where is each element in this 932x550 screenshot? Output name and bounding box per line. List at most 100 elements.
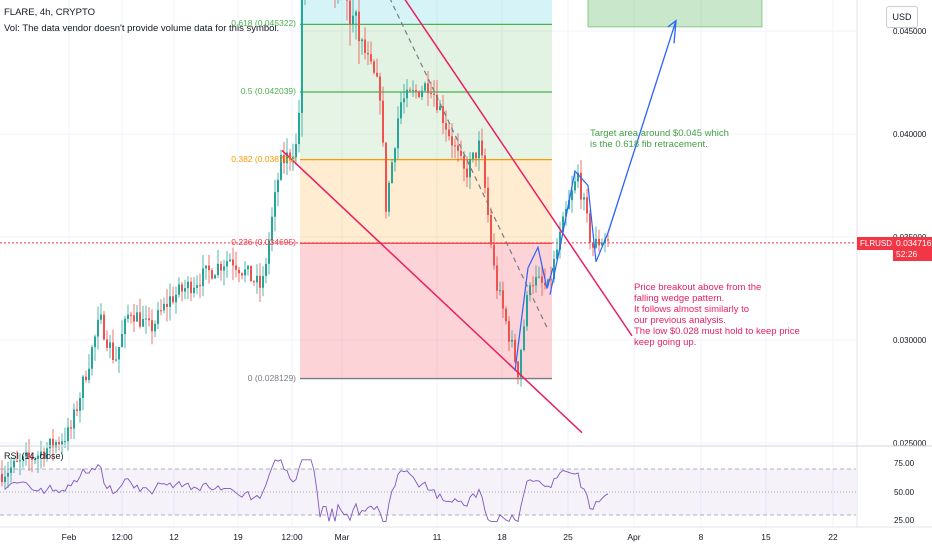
pattern-zigzag (514, 245, 554, 371)
candle-body (541, 276, 543, 283)
candle-body (562, 216, 564, 232)
candle-body (268, 240, 270, 264)
candle-body (88, 368, 90, 381)
candle-body (364, 39, 366, 54)
candle-body (382, 100, 384, 143)
time-tick-label: 18 (497, 532, 507, 542)
candle-body (178, 284, 180, 295)
candle-body (70, 427, 72, 429)
candle-body (433, 93, 435, 95)
bar-countdown: 52:26 (896, 248, 918, 259)
candle-body (517, 361, 519, 378)
candle-body (142, 319, 144, 327)
candle-body (1, 473, 3, 483)
candle-body (448, 129, 450, 137)
candle-body (202, 268, 204, 287)
candle-body (598, 238, 600, 246)
candle-body (172, 296, 174, 303)
candle-body (223, 266, 225, 271)
candle-body (76, 409, 78, 411)
candle-body (511, 339, 513, 342)
candle-body (601, 242, 603, 246)
candle-body (73, 409, 75, 429)
candle-body (127, 314, 129, 319)
candle-body (91, 347, 93, 369)
candle-body (355, 11, 357, 16)
candle-body (28, 452, 30, 458)
dashed-trendline (389, 0, 549, 330)
time-tick-label: Feb (62, 532, 77, 542)
fib-zone (300, 91, 552, 160)
candle-body (565, 208, 567, 217)
candle-body (46, 448, 48, 459)
candle-body (403, 98, 405, 103)
candle-body (13, 460, 15, 468)
rsi-indicator-label[interactable]: RSI (14, close) (4, 451, 64, 461)
candle-body (109, 342, 111, 348)
candle-body (520, 350, 522, 378)
symbol-title[interactable]: FLARE, 4h, CRYPTO (4, 7, 95, 18)
candle-body (301, 0, 303, 113)
time-tick-label: 8 (699, 532, 704, 542)
candle-body (529, 285, 531, 296)
candle-body (94, 336, 96, 348)
price-axis-bg (857, 0, 932, 527)
rsi-tick-label: 75.00 (894, 459, 915, 468)
candle-body (514, 339, 516, 362)
candle-body (430, 93, 432, 95)
candle-body (361, 39, 363, 42)
wedge-upper-line (404, 0, 633, 337)
candle-body (31, 457, 33, 460)
time-tick-label: 15 (761, 532, 771, 542)
candle-body (55, 442, 57, 448)
candle-body (160, 310, 162, 312)
time-tick-label: 12:00 (111, 532, 133, 542)
price-tick-label: 0.030000 (893, 336, 927, 345)
candle-body (424, 83, 426, 91)
candle-body (64, 441, 66, 443)
breakout-annotation: Price breakout above from the falling we… (634, 282, 800, 348)
candle-body (349, 0, 351, 25)
candle-body (148, 318, 150, 321)
projection-arrowhead (667, 19, 677, 44)
candle-body (58, 442, 60, 445)
candle-body (253, 281, 255, 283)
candle-body (394, 148, 396, 163)
candle-body (370, 54, 372, 62)
candle-body (166, 303, 168, 307)
candle-body (121, 334, 123, 348)
rsi-tick-label: 25.00 (894, 516, 915, 525)
candle-body (256, 275, 258, 283)
rsi-tick-label: 50.00 (894, 488, 915, 497)
candle-body (229, 259, 231, 262)
candle-body (100, 314, 102, 320)
candle-body (250, 265, 252, 282)
candle-body (544, 282, 546, 286)
current-price-value: 0.034716 (896, 237, 932, 248)
candle-body (463, 155, 465, 169)
candle-body (460, 150, 462, 156)
candle-body (484, 155, 486, 188)
fib-zone (300, 243, 552, 379)
candle-body (175, 294, 177, 303)
candle-body (436, 94, 438, 111)
candle-body (163, 303, 165, 311)
currency-button[interactable]: USD (886, 6, 918, 28)
candle-body (193, 287, 195, 294)
symbol-price-tag: FLRUSD (857, 236, 896, 250)
candle-body (445, 122, 447, 130)
candle-body (502, 290, 504, 309)
candle-body (490, 215, 492, 245)
candle-body (526, 295, 528, 327)
candle-body (472, 152, 474, 160)
candle-body (16, 460, 18, 462)
candle-body (580, 172, 582, 200)
candle-body (238, 269, 240, 274)
projection-arrow (607, 20, 677, 234)
candle-body (130, 314, 132, 316)
candle-body (388, 182, 390, 212)
candle-body (481, 140, 483, 156)
candle-body (415, 89, 417, 92)
candle-body (85, 376, 87, 381)
